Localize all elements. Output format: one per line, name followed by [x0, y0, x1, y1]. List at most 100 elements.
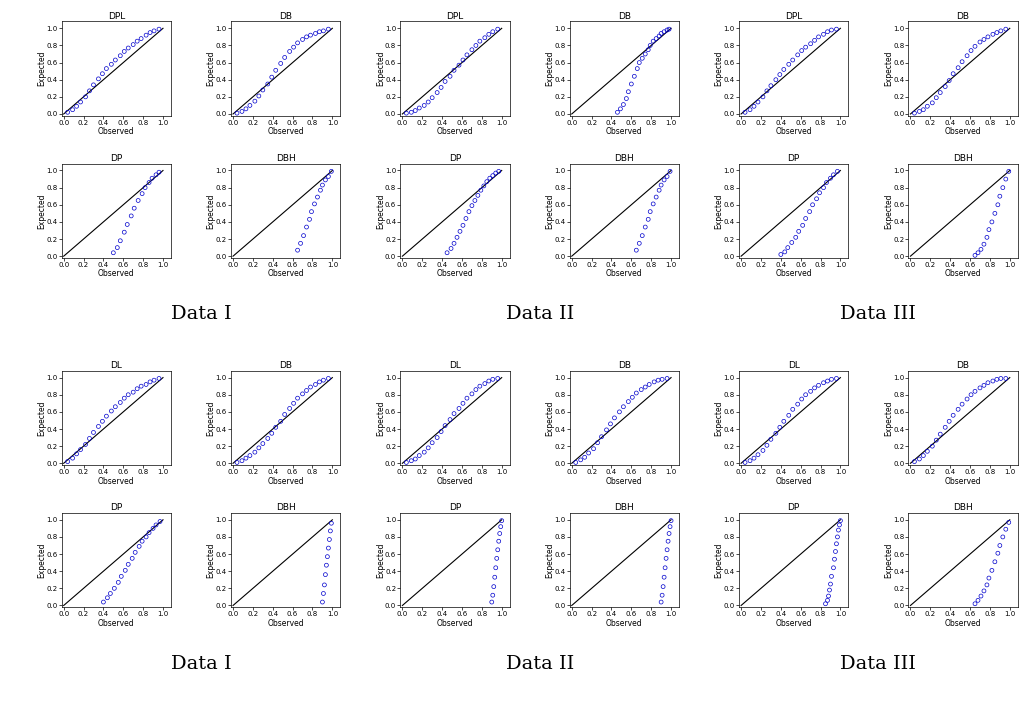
Point: [138, 379, 154, 390]
Point: [742, 455, 759, 466]
Point: [90, 420, 107, 432]
Point: [146, 25, 162, 36]
Point: [416, 99, 433, 111]
Point: [661, 24, 677, 35]
Point: [65, 453, 81, 464]
Point: [992, 190, 1008, 202]
Point: [458, 393, 475, 404]
Point: [110, 576, 126, 588]
Point: [613, 103, 629, 114]
Y-axis label: Expected: Expected: [37, 542, 46, 578]
Point: [981, 572, 997, 583]
Point: [945, 68, 961, 79]
Point: [116, 46, 133, 57]
Point: [589, 437, 605, 448]
Point: [919, 101, 935, 112]
Point: [829, 538, 845, 550]
Point: [123, 210, 140, 222]
Point: [242, 99, 258, 111]
X-axis label: Observed: Observed: [607, 618, 642, 628]
Point: [311, 26, 328, 37]
Point: [113, 571, 130, 582]
Point: [237, 103, 254, 114]
Point: [772, 422, 788, 433]
X-axis label: Observed: Observed: [437, 127, 473, 137]
Point: [817, 598, 834, 609]
X-axis label: Observed: Observed: [607, 477, 642, 485]
Point: [795, 220, 811, 231]
Point: [972, 591, 989, 602]
Y-axis label: Expected: Expected: [545, 542, 554, 578]
Point: [443, 243, 460, 255]
Point: [662, 521, 678, 533]
Y-axis label: Expected: Expected: [545, 51, 554, 87]
Point: [134, 188, 150, 199]
Point: [919, 445, 935, 457]
Point: [661, 528, 677, 539]
Point: [803, 385, 819, 397]
Point: [128, 383, 145, 395]
Point: [737, 107, 754, 118]
Text: Data I: Data I: [171, 305, 231, 323]
Point: [263, 428, 280, 439]
Point: [130, 194, 146, 206]
Point: [567, 457, 584, 468]
Y-axis label: Expected: Expected: [376, 51, 384, 87]
Point: [656, 174, 672, 186]
Point: [637, 49, 654, 60]
Point: [984, 565, 1000, 576]
Point: [458, 49, 475, 61]
Point: [407, 105, 424, 117]
Point: [969, 247, 986, 259]
Y-axis label: Expected: Expected: [376, 400, 384, 435]
Point: [289, 37, 305, 49]
Point: [72, 444, 88, 455]
Point: [146, 375, 162, 386]
Point: [439, 247, 455, 259]
Point: [403, 107, 419, 118]
Point: [607, 412, 623, 423]
Point: [815, 29, 832, 40]
Point: [318, 569, 334, 581]
Point: [120, 42, 137, 54]
Y-axis label: Expected: Expected: [714, 542, 724, 578]
Point: [828, 546, 844, 557]
Point: [144, 172, 160, 184]
Point: [442, 71, 458, 82]
Point: [116, 393, 133, 404]
Title: DB: DB: [280, 11, 292, 21]
X-axis label: Observed: Observed: [267, 270, 304, 278]
Point: [749, 97, 766, 108]
Point: [907, 456, 923, 468]
Point: [112, 50, 128, 61]
Point: [775, 415, 792, 427]
X-axis label: Observed: Observed: [98, 477, 135, 485]
Point: [309, 192, 326, 203]
Point: [65, 104, 81, 115]
Point: [653, 28, 669, 39]
Point: [476, 180, 492, 192]
Point: [950, 62, 966, 74]
Point: [937, 81, 953, 92]
Point: [997, 373, 1014, 384]
Point: [315, 179, 331, 191]
Y-axis label: Expected: Expected: [376, 193, 384, 229]
Point: [133, 33, 149, 44]
Point: [60, 107, 76, 118]
Point: [928, 92, 945, 104]
Point: [318, 174, 334, 186]
Point: [651, 30, 667, 41]
Point: [267, 64, 284, 76]
Point: [915, 104, 931, 115]
Point: [134, 536, 150, 547]
Point: [277, 409, 293, 420]
Point: [272, 415, 289, 427]
Point: [641, 206, 658, 217]
Point: [477, 378, 493, 390]
Point: [924, 97, 941, 109]
Point: [640, 44, 657, 56]
Point: [323, 518, 339, 529]
Point: [932, 87, 949, 98]
Point: [657, 562, 673, 573]
Point: [112, 235, 128, 247]
